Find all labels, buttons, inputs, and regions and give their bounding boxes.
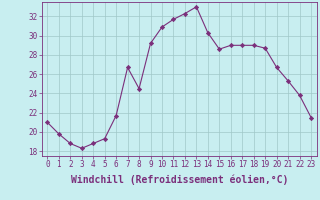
X-axis label: Windchill (Refroidissement éolien,°C): Windchill (Refroidissement éolien,°C) — [70, 175, 288, 185]
